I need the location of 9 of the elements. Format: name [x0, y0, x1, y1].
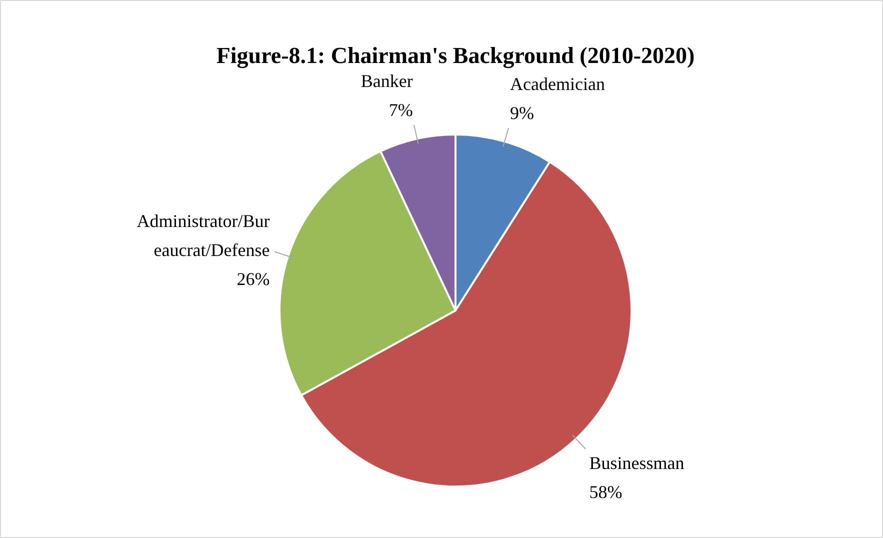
slice-label: Administrator/Bureaucrat/Defense — [136, 211, 270, 260]
data-label: 7% — [388, 100, 413, 120]
slice-label: Businessman — [589, 452, 684, 473]
slice-label: Academician — [510, 74, 605, 94]
data-label: 58% — [589, 482, 622, 502]
data-label: 26% — [236, 269, 270, 290]
data-label: 9% — [510, 102, 534, 123]
slice-label: Banker — [360, 70, 413, 91]
chart-title: Figure-8.1: Chairman's Background (2010-2020) — [216, 43, 695, 69]
